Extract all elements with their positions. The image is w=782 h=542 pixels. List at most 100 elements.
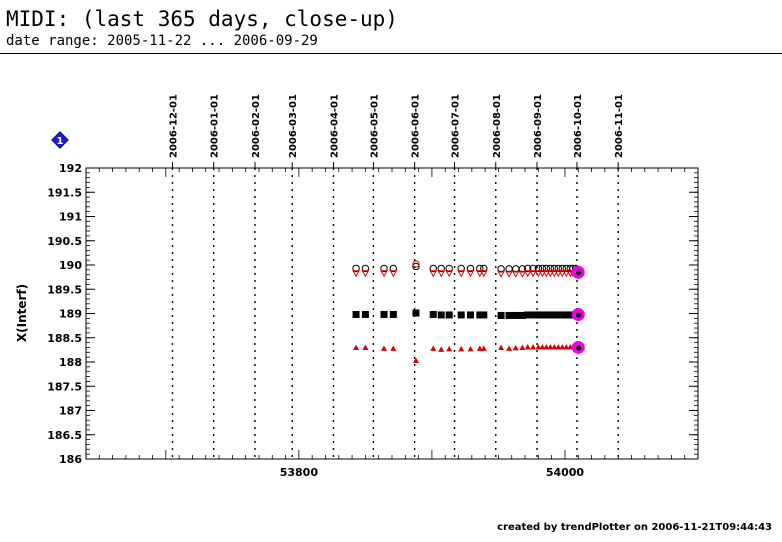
badge-label: 1	[57, 136, 64, 147]
data-point-open-circle	[546, 264, 555, 273]
data-point-open-triangle	[361, 270, 370, 278]
data-point-open-triangle	[558, 270, 567, 278]
y-tick-label: 190	[59, 259, 82, 272]
data-point-square	[562, 311, 570, 319]
data-point-filled-triangle	[446, 345, 453, 352]
date-label: 2006-10-01	[573, 94, 584, 158]
date-label: 2006-09-01	[533, 94, 544, 158]
badge: 1	[51, 131, 69, 149]
data-point-open-triangle	[550, 270, 559, 278]
data-point-filled-triangle	[480, 345, 487, 351]
data-point-open-triangle	[554, 270, 563, 278]
date-label: 2006-07-01	[451, 94, 462, 158]
data-point-open-circle	[538, 264, 547, 273]
data-point-open-triangle	[352, 270, 360, 278]
date-range-subtitle: date range: 2005-11-22 ... 2006-09-29	[6, 33, 318, 49]
data-point-open-circle	[529, 264, 537, 273]
data-point-open-circle	[361, 264, 370, 273]
data-point-open-triangle	[479, 270, 488, 278]
data-point-square	[457, 311, 465, 319]
y-axis-label: X(Interf)	[15, 284, 29, 342]
data-point-filled-triangle	[353, 344, 360, 350]
data-point-filled-triangle	[476, 345, 483, 351]
data-point-open-triangle	[380, 270, 388, 278]
data-point-open-circle	[497, 265, 505, 273]
data-point-filled-triangle	[555, 343, 562, 350]
data-point-square	[546, 311, 554, 319]
data-point-open-circle	[380, 264, 388, 273]
data-point-open-triangle	[466, 270, 475, 278]
latest-point-core	[576, 345, 582, 351]
data-point-filled-triangle	[438, 346, 445, 352]
data-point-open-circle	[558, 264, 566, 273]
data-point-filled-triangle	[430, 345, 437, 351]
data-point-filled-triangle	[530, 343, 537, 350]
data-point-open-triangle	[511, 270, 520, 278]
data-point-open-circle	[534, 264, 543, 273]
data-point-square	[512, 311, 520, 319]
data-point-filled-triangle	[551, 343, 558, 350]
data-point-filled-triangle	[458, 345, 465, 352]
y-ticks: 186 186.5 187 187.5 188 188.5 189 189.5 190 190.5…	[47, 162, 698, 466]
data-point-filled-triangle	[498, 344, 505, 350]
badge-diamond	[51, 131, 69, 149]
data-point-square	[445, 311, 453, 319]
data-point-open-triangle	[457, 270, 466, 278]
data-point-filled-triangle	[506, 345, 513, 351]
data-point-open-triangle	[529, 270, 537, 278]
data-point-open-triangle	[505, 270, 513, 278]
data-point-square	[505, 311, 513, 319]
data-point-filled-triangle	[539, 343, 546, 350]
latest-point-core	[576, 270, 582, 276]
data-point-open-circle	[518, 265, 527, 273]
data-point-square	[412, 309, 420, 317]
data-point-open-triangle	[475, 270, 484, 278]
date-label: 2006-02-01	[251, 94, 262, 158]
data-point-filled-triangle	[563, 343, 570, 350]
data-point-open-circle	[554, 264, 563, 273]
data-point-open-triangle	[445, 270, 454, 278]
data-point-open-triangle	[429, 270, 438, 278]
data-point-open-triangle	[538, 270, 547, 278]
date-label: 2006-04-01	[329, 94, 340, 158]
x-tick-label: 53800	[280, 466, 319, 479]
date-label: 2006-06-01	[411, 94, 422, 158]
y-tick-label: 192	[59, 162, 82, 175]
data-point-square	[352, 310, 360, 318]
data-point-square	[529, 311, 537, 319]
footer-credit: created by trendPlotter on 2006-11-21T09…	[497, 522, 772, 533]
data-point-open-circle	[429, 264, 437, 273]
data-point-filled-triangle	[543, 343, 550, 350]
data-point-open-triangle	[523, 270, 532, 278]
data-point-open-circle	[480, 264, 488, 273]
data-point-filled-triangle	[524, 343, 531, 350]
data-point-filled-triangle	[390, 345, 397, 351]
data-point-square	[524, 311, 532, 319]
data-point-open-triangle	[437, 270, 446, 278]
data-point-square	[542, 311, 550, 319]
data-point-filled-triangle	[412, 357, 419, 364]
y-tick-label: 188.5	[47, 332, 82, 345]
data-point-open-triangle	[542, 270, 551, 278]
data-point-open-triangle	[546, 270, 555, 278]
data-point-square	[480, 311, 488, 319]
date-label: 2006-11-01	[614, 94, 625, 158]
data-points	[352, 260, 585, 364]
data-point-filled-triangle	[467, 345, 474, 352]
data-point-square	[534, 311, 542, 319]
data-point-square	[380, 310, 388, 318]
data-point-square	[550, 311, 558, 319]
data-point-square	[429, 310, 437, 318]
y-tick-label: 191	[59, 211, 82, 224]
date-labels: 2006-12-01 2006-01-01 2006-02-01 2006-03-01…	[168, 94, 625, 158]
y-tick-label: 187.5	[47, 380, 82, 393]
date-label: 2006-12-01	[168, 94, 179, 158]
y-tick-label: 190.5	[47, 235, 82, 248]
date-label: 2006-05-01	[369, 94, 380, 158]
y-tick-label: 191.5	[47, 186, 82, 199]
y-tick-label: 186.5	[47, 429, 82, 442]
data-point-filled-triangle	[381, 345, 388, 351]
data-point-square	[476, 311, 484, 319]
y-tick-label: 189.5	[47, 283, 82, 296]
